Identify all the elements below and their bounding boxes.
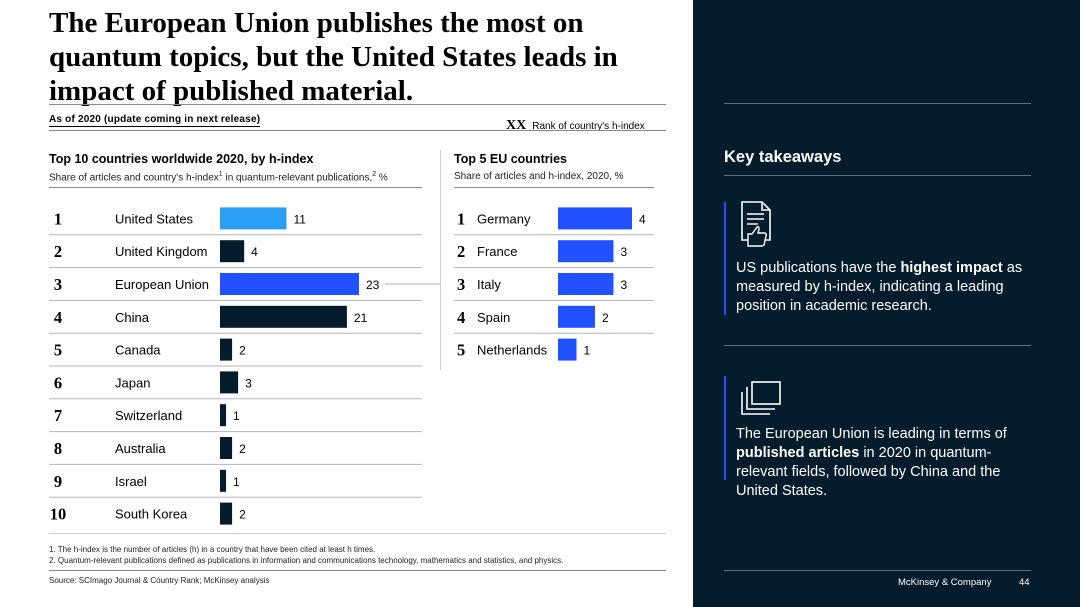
world-category-label: European Union	[115, 277, 209, 292]
world-category-label: China	[115, 310, 150, 325]
eu-value-label: 1	[584, 344, 591, 358]
eu-bar	[558, 273, 614, 295]
world-value-label: 4	[251, 245, 258, 259]
world-value-label: 2	[239, 442, 246, 456]
eu-rank-label: 4	[457, 308, 465, 327]
source-note: Source: SCImago Journal & Country Rank; …	[49, 576, 270, 585]
eu-value-label: 4	[639, 212, 646, 226]
world-rank-label: 1	[54, 209, 62, 228]
eu-bar	[558, 207, 632, 230]
stacked-documents-icon	[741, 381, 781, 415]
eu-value-label: 3	[621, 278, 628, 292]
right-chart-title: Top 5 EU countries	[454, 152, 567, 166]
key-takeaways-panel: Key takeaways US publications have the h…	[693, 0, 1080, 607]
eu-value-label: 2	[602, 311, 609, 325]
chart-divider	[440, 150, 441, 370]
world-rank-label: 5	[54, 341, 62, 360]
eu-rank-label: 5	[457, 341, 465, 360]
world-bar	[220, 338, 233, 361]
world-rank-label: 9	[54, 472, 62, 491]
eu-category-label: Italy	[477, 277, 501, 292]
rank-legend-marker: XX	[506, 118, 527, 133]
world-value-label: 23	[366, 278, 380, 292]
footnote-2: 2. Quantum-relevant publications defined…	[49, 556, 564, 565]
world-category-label: Japan	[115, 375, 150, 390]
eu-category-label: Germany	[477, 211, 531, 226]
world-category-label: South Korea	[115, 507, 188, 522]
world-bar	[220, 502, 233, 525]
world-bar	[220, 404, 227, 427]
world-rank-label: 3	[54, 275, 62, 294]
world-rank-label: 8	[54, 439, 62, 458]
world-category-label: Switzerland	[115, 408, 182, 423]
world-value-label: 2	[239, 508, 246, 522]
bar-charts: 1 United States 112 United Kingdom 43 Europea…	[49, 207, 654, 525]
world-value-label: 11	[293, 212, 306, 226]
panel-mid-rule	[724, 345, 1031, 346]
footnote-rule	[49, 533, 666, 534]
brand-name: McKinsey & Company	[898, 577, 992, 588]
panel-title-rule	[724, 175, 1031, 176]
world-value-label: 3	[245, 376, 252, 390]
eu-rank-label: 2	[457, 242, 465, 261]
footnote-1: 1. The h-index is the number of articles…	[49, 545, 376, 554]
as-of-note: As of 2020 (update coming in next releas…	[49, 114, 261, 127]
world-rank-label: 4	[54, 308, 62, 327]
eu-rank-label: 1	[457, 209, 465, 228]
eu-bar	[558, 338, 577, 361]
world-value-label: 1	[233, 409, 240, 423]
eu-bar	[558, 240, 614, 263]
world-category-label: Canada	[115, 343, 161, 358]
eu-bar	[558, 305, 595, 328]
world-value-label: 21	[354, 311, 368, 325]
header-rule	[49, 130, 666, 131]
world-bar	[220, 240, 245, 263]
source-rule	[49, 570, 666, 571]
key-takeaways-title: Key takeaways	[724, 148, 842, 166]
world-category-label: United Kingdom	[115, 244, 208, 259]
rank-legend: XX Rank of country's h-index	[506, 118, 645, 134]
left-chart-title: Top 10 countries worldwide 2020, by h-in…	[49, 152, 314, 166]
eu-category-label: France	[477, 244, 517, 259]
panel-top-rule	[724, 103, 1031, 104]
document-thumbs-up-icon	[741, 201, 771, 247]
takeaway-2-text: The European Union is leading in terms o…	[736, 426, 1007, 499]
world-bar	[220, 207, 287, 230]
world-bar	[220, 371, 239, 394]
takeaway-1-accent	[724, 202, 726, 315]
world-rank-label: 10	[50, 505, 67, 524]
eu-rank-label: 3	[457, 275, 465, 294]
takeaway-2-accent	[724, 376, 726, 480]
left-chart-header-rule	[49, 187, 422, 188]
title-rule	[49, 104, 666, 105]
rank-legend-label: Rank of country's h-index	[532, 121, 645, 132]
panel-bottom-rule	[724, 570, 1031, 571]
world-value-label: 2	[239, 344, 246, 358]
page-number: 44	[1019, 577, 1030, 588]
left-chart-subtitle: Share of articles and country's h-index1…	[49, 171, 388, 184]
world-rank-label: 6	[54, 373, 62, 392]
right-chart-subtitle: Share of articles and h-index, 2020, %	[454, 171, 624, 182]
world-category-label: Australia	[115, 441, 166, 456]
page-title: The European Union publishes the most on…	[49, 7, 618, 107]
world-category-label: Israel	[115, 474, 147, 489]
world-bar	[220, 273, 359, 295]
world-value-label: 1	[233, 475, 240, 489]
eu-category-label: Netherlands	[477, 343, 548, 358]
eu-category-label: Spain	[477, 310, 510, 325]
world-category-label: United States	[115, 211, 194, 226]
world-bar	[220, 437, 233, 459]
takeaway-1-text: US publications have the highest impact …	[736, 260, 1023, 314]
right-chart-header-rule	[454, 187, 654, 188]
world-rank-label: 2	[54, 242, 62, 261]
world-bar	[220, 305, 347, 328]
world-rank-label: 7	[54, 406, 62, 425]
eu-value-label: 3	[621, 245, 628, 259]
world-bar	[220, 469, 227, 492]
